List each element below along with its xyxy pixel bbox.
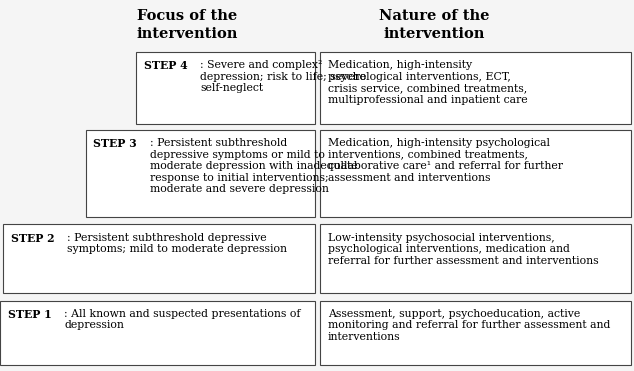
FancyBboxPatch shape bbox=[136, 52, 315, 124]
Text: : Severe and complex²
depression; risk to life; severe
self-neglect: : Severe and complex² depression; risk t… bbox=[200, 60, 366, 93]
FancyBboxPatch shape bbox=[0, 301, 315, 365]
Text: STEP 1: STEP 1 bbox=[8, 309, 51, 320]
Text: STEP 3: STEP 3 bbox=[93, 138, 137, 149]
FancyBboxPatch shape bbox=[320, 130, 631, 217]
Text: : Persistent subthreshold depressive
symptoms; mild to moderate depression: : Persistent subthreshold depressive sym… bbox=[67, 233, 287, 254]
Text: Nature of the
intervention: Nature of the intervention bbox=[379, 9, 489, 40]
FancyBboxPatch shape bbox=[86, 130, 315, 217]
Text: Assessment, support, psychoeducation, active
monitoring and referral for further: Assessment, support, psychoeducation, ac… bbox=[328, 309, 610, 342]
FancyBboxPatch shape bbox=[320, 301, 631, 365]
Text: Focus of the
intervention: Focus of the intervention bbox=[136, 9, 238, 40]
Text: Low-intensity psychosocial interventions,
psychological interventions, medicatio: Low-intensity psychosocial interventions… bbox=[328, 233, 598, 266]
Text: STEP 2: STEP 2 bbox=[11, 233, 55, 244]
FancyBboxPatch shape bbox=[320, 224, 631, 293]
FancyBboxPatch shape bbox=[320, 52, 631, 124]
Text: : Persistent subthreshold
depressive symptoms or mild to
moderate depression wit: : Persistent subthreshold depressive sym… bbox=[150, 138, 358, 194]
Text: Medication, high-intensity psychological
interventions, combined treatments,
col: Medication, high-intensity psychological… bbox=[328, 138, 563, 183]
Text: Medication, high-intensity
psychological interventions, ECT,
crisis service, com: Medication, high-intensity psychological… bbox=[328, 60, 527, 105]
FancyBboxPatch shape bbox=[3, 224, 315, 293]
Text: : All known and suspected presentations of
depression: : All known and suspected presentations … bbox=[64, 309, 301, 330]
Text: STEP 4: STEP 4 bbox=[144, 60, 188, 71]
